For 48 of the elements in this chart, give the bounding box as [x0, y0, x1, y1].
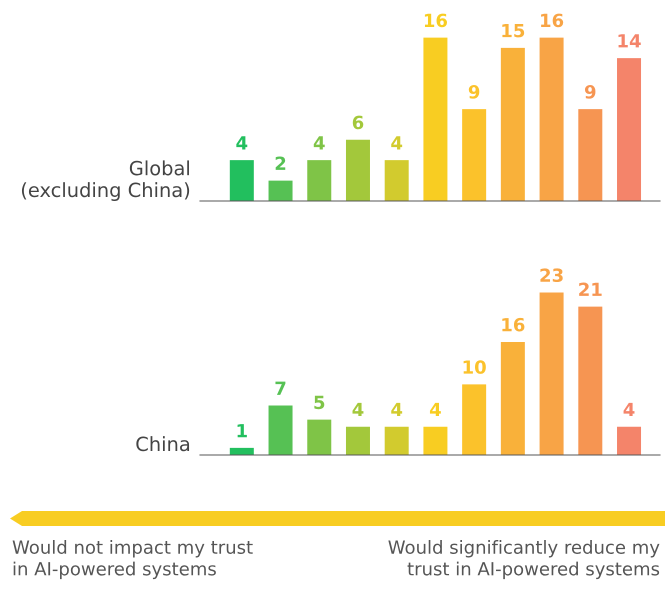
- data-label: 1: [238, 424, 247, 438]
- bar: [423, 38, 448, 201]
- bar: [384, 160, 409, 201]
- text: Would significantly reduce my trust in AI-powered systems: [388, 540, 660, 580]
- bar: [268, 406, 293, 455]
- bar: [346, 426, 370, 455]
- bar: [578, 306, 602, 455]
- data-label: 16: [424, 14, 448, 28]
- data-label: 2: [276, 156, 286, 170]
- bar: [230, 160, 254, 201]
- text: Would not impact my trust in AI-powered systems: [12, 540, 253, 580]
- data-label: 23: [540, 268, 563, 282]
- bar: [617, 58, 642, 201]
- data-label: 4: [236, 136, 248, 150]
- bar: [423, 426, 448, 455]
- data-label: 16: [541, 14, 564, 28]
- y-axis-title: Global (excluding China): [22, 160, 190, 201]
- data-label: 5: [314, 396, 324, 410]
- bar: [307, 420, 332, 455]
- data-label: 9: [468, 85, 480, 99]
- bar: [462, 109, 486, 201]
- data-label: 15: [502, 24, 524, 38]
- data-label: 4: [391, 402, 402, 416]
- data-label: 4: [352, 402, 364, 416]
- bar: [268, 180, 293, 201]
- data-label: 16: [502, 318, 524, 332]
- data-label: 9: [584, 85, 596, 99]
- data-label: 4: [314, 136, 325, 150]
- bar: [307, 160, 332, 201]
- bar: [540, 38, 564, 201]
- data-label: 10: [464, 360, 486, 374]
- y-axis-title: China: [136, 436, 190, 452]
- data-label: 14: [618, 34, 641, 48]
- bar: [462, 384, 486, 455]
- data-label: 7: [275, 382, 286, 395]
- data-label: 21: [579, 282, 602, 296]
- bar: [346, 140, 370, 201]
- data-label: 4: [430, 402, 441, 416]
- bar: [578, 109, 602, 201]
- data-label: 6: [352, 116, 364, 130]
- bar: [230, 448, 254, 455]
- bar: [500, 48, 525, 201]
- bar: [540, 292, 564, 455]
- bar: [384, 426, 409, 455]
- bar: [500, 342, 525, 455]
- data-label: 4: [624, 402, 634, 416]
- bar: [617, 426, 642, 455]
- data-label: 4: [391, 136, 402, 150]
